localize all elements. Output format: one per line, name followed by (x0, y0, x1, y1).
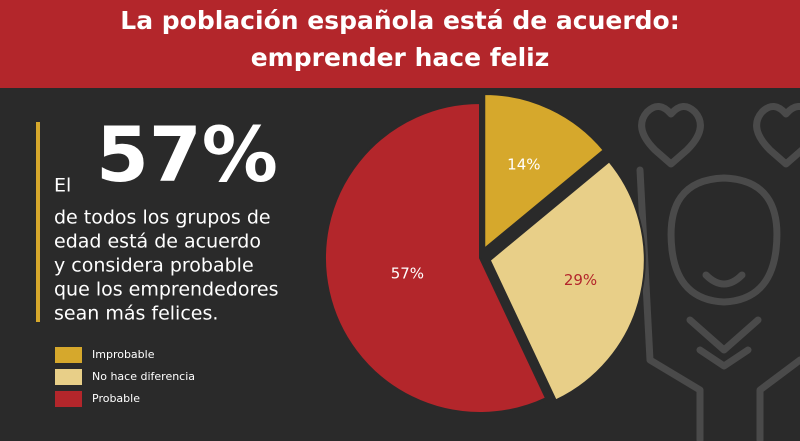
callout-figure: 57% (96, 110, 278, 199)
callout-line: y considera probable (54, 255, 254, 277)
legend: Improbable No hace diferencia Probable (55, 347, 195, 407)
slice-label: 14% (507, 155, 540, 173)
legend-label: Probable (92, 392, 140, 405)
legend-swatch (55, 391, 82, 407)
slice-label: 29% (564, 271, 597, 289)
pie-slice (488, 159, 646, 402)
callout-line: sean más felices. (54, 303, 218, 325)
pie-slice (483, 92, 606, 252)
legend-swatch (55, 347, 82, 363)
title-line: emprender hace feliz (251, 43, 550, 72)
callout-line: de todos los grupos de (54, 207, 271, 229)
legend-label: No hace diferencia (92, 370, 195, 383)
callout-line: edad está de acuerdo (54, 231, 261, 253)
callout-line: que los emprendedores (54, 279, 278, 301)
title-line: La población española está de acuerdo: (120, 6, 679, 35)
accent-bar (36, 122, 40, 322)
legend-label: Improbable (92, 348, 155, 361)
pie: 14% 29% 57% (324, 92, 646, 414)
callout-lead: El (54, 175, 71, 197)
legend-swatch (55, 369, 82, 385)
header-band (0, 0, 800, 88)
pie-slice (324, 101, 548, 414)
slice-label: 57% (391, 265, 424, 283)
